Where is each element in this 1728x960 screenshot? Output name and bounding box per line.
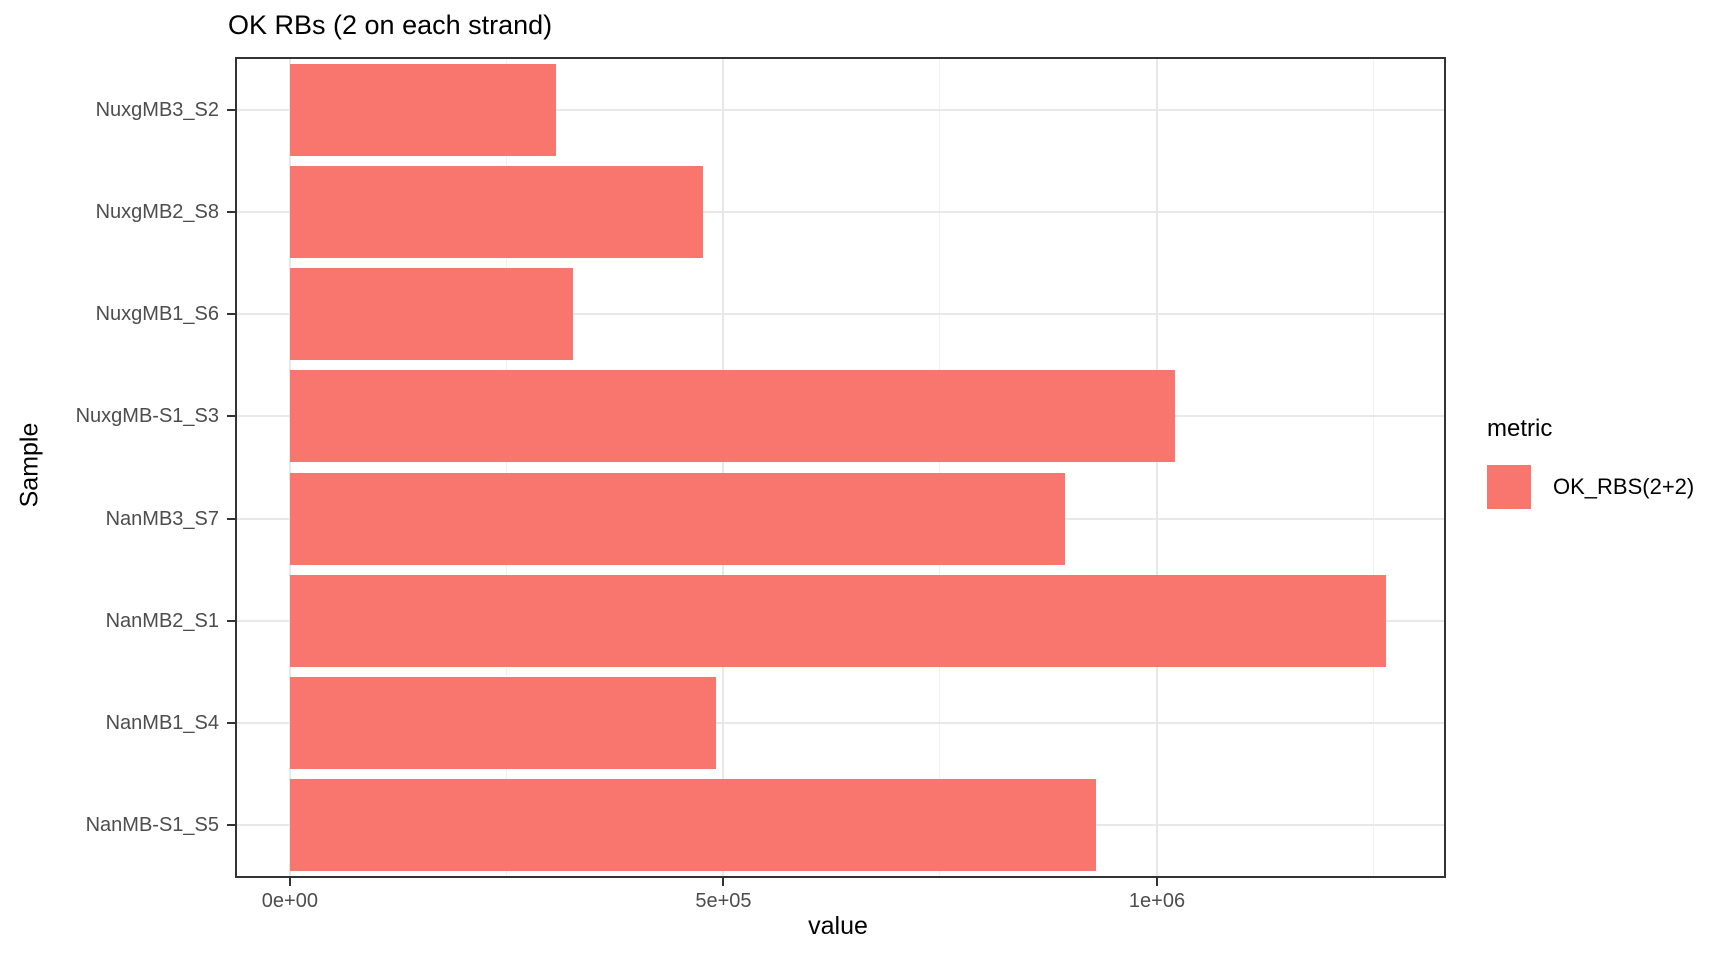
y-tick-label: NanMB1_S4 [105,711,219,734]
x-tick-mark [1155,878,1158,886]
gridline-horizontal [237,313,1444,316]
y-tick-label: NanMB2_S1 [105,609,219,632]
plot-panel [235,57,1446,878]
y-tick-label: NuxgMB3_S2 [95,99,219,122]
y-tick-mark [227,823,235,826]
legend: metric OK_RBS(2+2) [1487,415,1694,509]
y-tick-label: NuxgMB-S1_S3 [75,405,219,428]
y-tick-mark [227,313,235,316]
y-tick-mark [227,619,235,622]
gridline-minor-vertical [939,59,941,876]
y-tick-mark [227,211,235,214]
bar-NuxgMB1_S6 [289,268,573,361]
bar-NanMB1_S4 [289,676,716,769]
bar-NuxgMB-S1_S3 [289,370,1176,463]
y-tick-label: NanMB-S1_S5 [85,813,219,836]
gridline-minor-vertical [1372,59,1374,876]
gridline-horizontal [237,721,1444,724]
gridline-major-vertical [1155,59,1158,876]
chart-title: OK RBs (2 on each strand) [228,10,553,40]
gridline-horizontal [237,211,1444,214]
y-tick-label: NuxgMB1_S6 [95,303,219,326]
bar-NanMB-S1_S5 [289,778,1097,871]
gridline-major-vertical [722,59,725,876]
gridline-major-vertical [288,59,291,876]
bar-NanMB2_S1 [289,574,1386,667]
gridline-horizontal [237,109,1444,112]
x-tick-label: 5e+05 [695,890,752,912]
y-tick-mark [227,109,235,112]
x-axis-title: value [808,912,868,940]
x-tick-mark [722,878,725,886]
y-axis-title: Sample [15,422,44,508]
bar-NuxgMB2_S8 [289,166,703,259]
legend-swatch [1487,465,1531,509]
legend-entry-label: OK_RBS(2+2) [1553,474,1695,499]
bar-NuxgMB3_S2 [289,64,557,156]
y-tick-mark [227,517,235,520]
gridline-minor-vertical [505,59,507,876]
y-tick-mark [227,721,235,724]
bar-NanMB3_S7 [289,472,1066,565]
legend-title: metric [1487,415,1553,442]
legend-entry: OK_RBS(2+2) [1487,465,1694,509]
y-tick-label: NuxgMB2_S8 [95,201,219,224]
x-tick-label: 1e+06 [1128,890,1186,912]
x-tick-mark [288,878,291,886]
y-tick-mark [227,415,235,418]
x-tick-label: 0e+00 [261,890,318,912]
y-tick-label: NanMB3_S7 [105,507,219,530]
